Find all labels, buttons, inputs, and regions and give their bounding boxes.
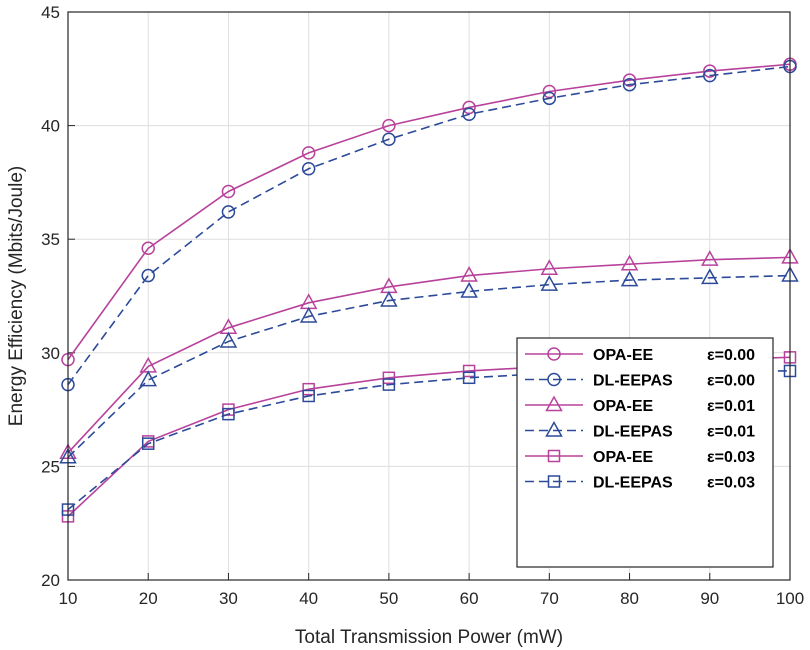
data-point (141, 437, 155, 450)
data-point (139, 370, 157, 387)
legend-marker (545, 395, 563, 412)
legend-entry: DL-EEPAS ε=0.01 (525, 420, 755, 441)
x-tick-label: 60 (460, 589, 479, 608)
legend-name: OPA-EE (593, 347, 653, 364)
data-point (701, 250, 719, 266)
legend-marker (545, 420, 563, 437)
data-point (620, 270, 639, 287)
data-point (141, 268, 155, 283)
x-tick-label: 40 (299, 589, 318, 608)
data-point (462, 371, 476, 385)
x-tick-label: 10 (59, 589, 78, 608)
data-point (703, 64, 717, 78)
legend-entry: DL-EEPAS ε=0.00 (525, 373, 755, 390)
y-tick-label: 40 (41, 117, 60, 136)
legend-entry: OPA-EE ε=0.03 (525, 449, 755, 466)
data-point (540, 259, 559, 275)
data-point (462, 364, 476, 378)
series-2 (61, 59, 797, 392)
data-point (542, 84, 557, 99)
x-tick-label: 90 (700, 589, 719, 608)
legend-epsilon: ε=0.03 (707, 449, 755, 466)
legend-name: OPA-EE (593, 398, 653, 415)
data-point (620, 254, 639, 271)
y-tick-label: 35 (41, 230, 60, 249)
data-point (299, 306, 318, 323)
y-tick-label: 45 (41, 3, 60, 22)
y-tick-label: 20 (41, 571, 60, 590)
legend-marker (547, 347, 561, 361)
data-point (540, 275, 559, 291)
legend-name: OPA-EE (593, 449, 653, 466)
series-line (67, 65, 791, 386)
data-point (460, 266, 478, 282)
data-point (542, 91, 557, 106)
x-axis-label: Total Transmission Power (mW) (295, 627, 563, 648)
legend-name: DL-EEPAS (593, 475, 673, 492)
data-point (460, 281, 478, 298)
data-point (302, 382, 315, 396)
x-tick-label: 30 (219, 589, 238, 608)
series-4 (59, 266, 799, 464)
data-point (301, 162, 316, 176)
data-point (382, 118, 396, 133)
legend-epsilon: ε=0.00 (707, 347, 755, 364)
legend-epsilon: ε=0.01 (707, 424, 755, 441)
y-axis-label: Energy Efficiency (Mbits/Joule) (6, 166, 27, 426)
data-point (302, 389, 315, 403)
x-tick-label: 20 (139, 589, 158, 608)
plot-frame (67, 11, 791, 581)
legend-marker (547, 475, 561, 488)
data-point (703, 68, 717, 83)
data-point (382, 132, 396, 146)
legend-epsilon: ε=0.01 (707, 398, 755, 415)
data-point (462, 100, 476, 115)
data-point (219, 331, 238, 348)
legend-entry: OPA-EE ε=0.00 (525, 347, 755, 364)
legend-marker (547, 372, 561, 387)
y-tick-label: 30 (41, 344, 60, 363)
x-tick-label: 80 (620, 589, 639, 608)
y-tick-label: 25 (41, 457, 60, 476)
x-tick-label: 50 (379, 589, 398, 608)
data-point (701, 268, 719, 285)
data-point (622, 77, 637, 92)
x-tick-label: 100 (776, 589, 804, 608)
legend-name: DL-EEPAS (593, 373, 673, 390)
series-line (67, 256, 791, 454)
data-point (462, 107, 476, 121)
data-point (221, 184, 236, 199)
legend-entry: OPA-EE ε=0.01 (525, 395, 755, 415)
legend-epsilon: ε=0.03 (707, 475, 755, 492)
data-point (222, 407, 235, 421)
data-point (141, 241, 155, 256)
legend-entry: DL-EEPAS ε=0.03 (525, 475, 755, 492)
series-1 (61, 57, 797, 367)
data-point (301, 146, 316, 160)
data-point (380, 290, 398, 307)
legend-epsilon: ε=0.00 (707, 373, 755, 390)
data-point (221, 205, 236, 219)
series-line (67, 274, 791, 458)
data-point (382, 378, 396, 391)
series-line (67, 63, 791, 361)
legend-marker (547, 449, 561, 463)
legend-name: DL-EEPAS (593, 424, 673, 441)
x-tick-label: 70 (540, 589, 559, 608)
data-point (622, 73, 637, 87)
data-point (382, 371, 396, 385)
